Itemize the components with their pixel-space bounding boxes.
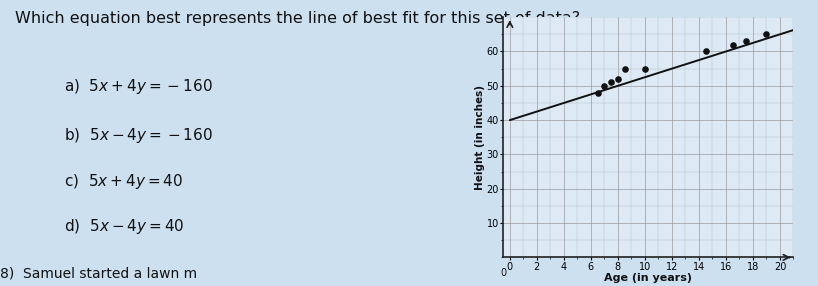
Point bbox=[611, 77, 624, 81]
Text: b)  $5x - 4y = -160$: b) $5x - 4y = -160$ bbox=[64, 126, 213, 145]
Point bbox=[638, 66, 651, 71]
Text: c)  $5x + 4y = 40$: c) $5x + 4y = 40$ bbox=[64, 172, 183, 190]
Point bbox=[699, 49, 712, 54]
Point bbox=[739, 39, 753, 43]
Point bbox=[598, 84, 611, 88]
X-axis label: Age (in years): Age (in years) bbox=[605, 273, 692, 283]
Point bbox=[591, 90, 605, 95]
Text: Which equation best represents the line of best fit for this set of data?: Which equation best represents the line … bbox=[15, 11, 580, 26]
Text: d)  $5x - 4y = 40$: d) $5x - 4y = 40$ bbox=[64, 217, 184, 236]
Text: a)  $5x + 4y = -160$: a) $5x + 4y = -160$ bbox=[64, 77, 213, 96]
Point bbox=[760, 32, 773, 37]
Text: 8)  Samuel started a lawn m: 8) Samuel started a lawn m bbox=[0, 266, 197, 280]
Point bbox=[605, 80, 618, 85]
Text: 0: 0 bbox=[500, 268, 506, 278]
Point bbox=[618, 66, 631, 71]
Y-axis label: Height (in inches): Height (in inches) bbox=[475, 85, 485, 190]
Point bbox=[726, 42, 739, 47]
